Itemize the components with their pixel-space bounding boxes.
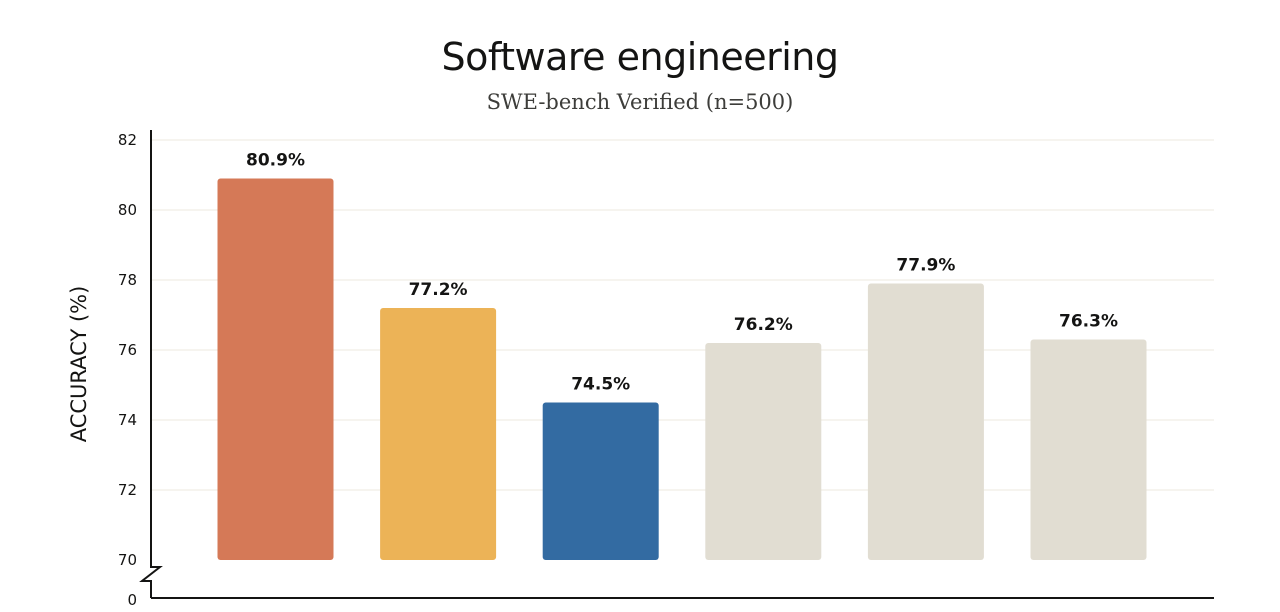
bar-value-labels: 80.9% 77.2% 74.5% 76.2% 77.9% 76.3% (246, 151, 1118, 395)
y-axis-line (139, 130, 163, 598)
bar-6 (1030, 339, 1147, 560)
y-tick-label: 80 (118, 201, 137, 219)
bar-3 (542, 402, 659, 560)
bar-value-label-3: 74.5% (571, 375, 630, 395)
bar-value-label-1: 80.9% (246, 151, 305, 171)
y-axis-ticks: 82 80 78 76 74 72 70 (118, 131, 137, 569)
y-axis-label: ACCURACY (%) (67, 286, 91, 443)
bar-value-label-6: 76.3% (1059, 312, 1118, 332)
bar-4 (705, 343, 822, 560)
chart-subtitle: SWE-bench Verified (n=500) (487, 90, 794, 114)
y-tick-label: 74 (118, 411, 137, 429)
y-tick-label: 82 (118, 131, 137, 149)
bars (217, 178, 1147, 560)
y-tick-label: 72 (118, 481, 137, 499)
bar-value-label-4: 76.2% (734, 315, 793, 335)
y-tick-label: 76 (118, 341, 137, 359)
bar-2 (380, 308, 497, 560)
bar-5 (867, 283, 984, 560)
y-axis-zero-tick-label: 0 (127, 591, 137, 609)
bar-1 (217, 178, 334, 560)
bar-value-label-5: 77.9% (896, 256, 955, 276)
chart-title: Software engineering (442, 35, 839, 79)
bar-value-label-2: 77.2% (409, 280, 468, 300)
y-tick-label: 70 (118, 551, 137, 569)
y-tick-label: 78 (118, 271, 137, 289)
